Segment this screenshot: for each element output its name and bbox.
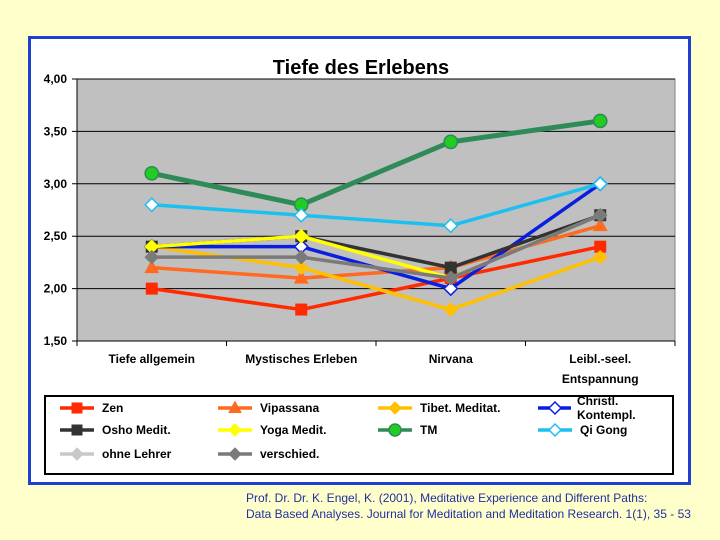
- legend-item: Qi Gong: [536, 421, 627, 439]
- citation-line-1: Prof. Dr. Dr. K. Engel, K. (2001), Medit…: [246, 491, 648, 505]
- legend-marker: [228, 400, 242, 413]
- series-qi-gong: [144, 176, 608, 234]
- data-point: [293, 260, 309, 275]
- legend-swatch: [60, 402, 94, 414]
- legend-label: verschied.: [260, 447, 320, 461]
- legend-label: ohne Lehrer: [102, 447, 172, 461]
- legend-item: Tibet. Meditat.: [376, 399, 500, 417]
- data-point: [592, 113, 608, 129]
- y-tick-label: 3,00: [44, 177, 68, 191]
- citation: Prof. Dr. Dr. K. Engel, K. (2001), Medit…: [246, 490, 691, 522]
- data-point: [144, 259, 160, 274]
- legend-marker: [388, 401, 402, 415]
- data-point: [592, 207, 608, 223]
- legend-swatch: [218, 400, 252, 413]
- legend-marker: [70, 447, 84, 461]
- legend-label: Yoga Medit.: [260, 423, 327, 437]
- series-line: [151, 213, 601, 280]
- data-point: [592, 217, 608, 232]
- plot-area: [76, 78, 676, 342]
- data-point: [293, 269, 309, 284]
- legend-swatch: [538, 400, 571, 416]
- legend-label: Vipassana: [260, 401, 320, 415]
- legend-swatch: [538, 422, 572, 438]
- data-point: [293, 228, 309, 244]
- legend-swatch: [60, 447, 94, 461]
- series-verschied: [144, 207, 608, 286]
- legend-marker: [228, 447, 242, 461]
- data-point: [144, 197, 160, 213]
- legend-item: Yoga Medit.: [216, 421, 326, 439]
- legend-marker: [71, 424, 83, 436]
- data-point: [443, 280, 459, 297]
- legend-marker: [388, 423, 402, 437]
- legend-item: Zen: [58, 399, 123, 417]
- data-point: [592, 176, 608, 192]
- legend-swatch: [218, 423, 252, 437]
- y-tick-label: 2,00: [44, 282, 68, 296]
- legend-label: TM: [420, 423, 438, 437]
- series-tm: [144, 113, 608, 213]
- legend-item: ohne Lehrer: [58, 445, 171, 463]
- x-tick-label: Nirvana: [429, 352, 473, 366]
- legend-swatch: [378, 423, 412, 437]
- legend-swatch: [60, 424, 94, 436]
- series-line: [151, 182, 601, 228]
- legend-marker: [547, 400, 563, 416]
- data-point: [443, 218, 459, 234]
- legend-label: Zen: [102, 401, 124, 415]
- legend-label: Osho Medit.: [102, 423, 171, 437]
- legend-item: Osho Medit.: [58, 421, 171, 439]
- legend-marker: [228, 423, 242, 437]
- legend-label: Tibet. Meditat.: [420, 401, 501, 415]
- legend-item: Christl. Kontempl.: [536, 394, 672, 422]
- x-tick-label: Mystisches Erleben: [245, 352, 357, 366]
- legend-item: Vipassana: [216, 399, 319, 417]
- data-point: [443, 134, 459, 150]
- data-point: [145, 282, 158, 295]
- legend-marker: [547, 422, 563, 438]
- y-tick-label: 3,50: [44, 124, 68, 138]
- series-line: [151, 244, 601, 312]
- data-point: [144, 249, 160, 265]
- data-point: [592, 249, 608, 265]
- citation-line-2: Data Based Analyses. Journal for Meditat…: [246, 507, 691, 521]
- legend-label: Christl. Kontempl.: [576, 394, 636, 422]
- legend-marker: [71, 402, 83, 414]
- data-point: [443, 270, 459, 286]
- x-tick-label: Leibl.-seel. Entspannung: [562, 352, 639, 386]
- data-point: [293, 249, 309, 265]
- legend-item: TM: [376, 421, 437, 439]
- legend-swatch: [218, 447, 252, 461]
- y-tick-label: 2,50: [44, 229, 68, 243]
- legend: Zen Vipassana Tibet. Meditat. Christl. Kont…: [44, 394, 674, 475]
- legend-label: Qi Gong: [580, 423, 628, 437]
- data-point: [293, 207, 309, 223]
- y-tick-label: 1,50: [44, 334, 68, 348]
- data-point: [295, 303, 308, 316]
- y-tick-label: 4,00: [44, 72, 68, 86]
- series-line: [151, 118, 601, 208]
- data-point: [443, 302, 459, 317]
- x-tick-label: Tiefe allgemein: [109, 352, 195, 366]
- legend-swatch: [378, 401, 412, 415]
- legend-item: verschied.: [216, 445, 319, 463]
- data-point: [144, 165, 160, 181]
- chart-title: Tiefe des Erlebens: [273, 57, 449, 79]
